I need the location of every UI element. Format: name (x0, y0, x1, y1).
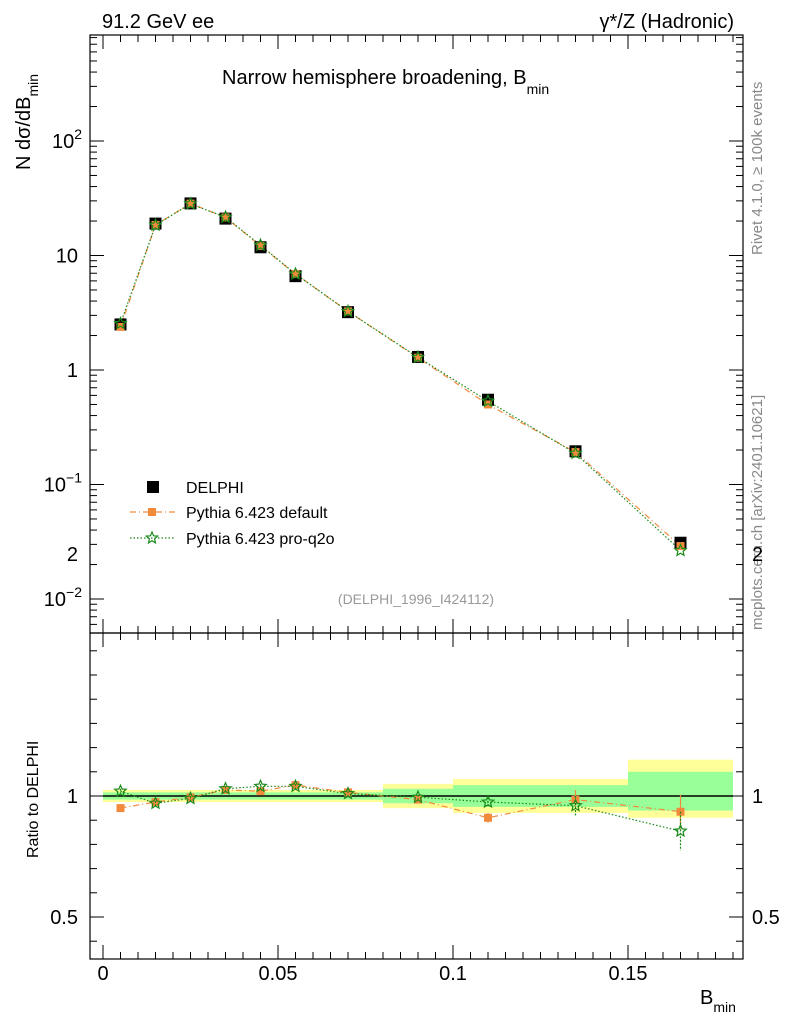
ratio-default-point (256, 787, 265, 796)
ratio-proq2o-point (253, 778, 268, 793)
x-axis-label: Bmin (700, 987, 736, 1015)
x-tick-label: 0.15 (609, 963, 648, 985)
main-y-tick-label: 10−2 (44, 584, 82, 611)
ratio-proq2o-point (340, 786, 356, 800)
ratio-proq2o-point (113, 783, 128, 798)
default-point (344, 307, 352, 316)
chart-title: Narrow hemisphere broadening, Bmin (222, 67, 549, 97)
main-series-layer (113, 196, 688, 557)
proq2o-point (410, 349, 426, 364)
legend-marker-delphi (147, 481, 159, 493)
proq2o-point (568, 445, 583, 460)
ratio-y-tick-label-left: 0.5 (50, 907, 78, 929)
ratio-y-tick-labels: 0.5 0.5 1 1 2 2 (50, 544, 780, 929)
legend-label-delphi: DELPHI (186, 480, 244, 497)
proq2o-point (288, 266, 303, 281)
x-tick-label: 0.1 (439, 963, 467, 985)
proq2o-point (113, 315, 128, 330)
x-tick-label: 0.05 (259, 963, 298, 985)
ratio-proq2o-point (568, 798, 583, 812)
main-panel: 10−2 10−1 1 10 102 Narrow hemisphere broaden… (13, 34, 744, 634)
ratio-y-ticks (90, 650, 743, 942)
ratio-y-tick-label-left: 2 (67, 544, 78, 566)
legend-label-proq2o: Pythia 6.423 pro-q2o (186, 531, 335, 548)
ratio-y-tick-label-right: 2 (752, 544, 763, 566)
x-tick-label: 0 (97, 963, 108, 985)
default-point (291, 269, 300, 278)
default-point (256, 242, 265, 251)
main-y-tick-labels: 10−2 10−1 1 10 102 (44, 126, 82, 611)
ratio-panel: 0.5 0.51 12 2 0 0.05 0.1 0.15 Ratio to DELPHI … (25, 544, 780, 1015)
main-y-tick-label: 1 (67, 360, 78, 382)
energy-label: 91.2 GeV ee (102, 11, 214, 33)
ratio-proq2o-point (148, 795, 163, 810)
main-y-ticks (90, 37, 743, 625)
proq2o-point (183, 196, 198, 210)
default-point (186, 199, 195, 208)
proq2o-point (218, 209, 233, 224)
main-x-ticks (102, 35, 734, 633)
ratio-proq2o-point (673, 823, 688, 838)
main-y-tick-label: 10 (56, 246, 78, 268)
main-y-axis-label: N dσ/dBmin (13, 74, 41, 170)
main-y-tick-label: 10−1 (44, 470, 82, 497)
ratio-uncertainty-bands (103, 759, 733, 818)
ratio-y-tick-label-right: 1 (752, 786, 763, 808)
ratio-y-axis-label: Ratio to DELPHI (25, 741, 42, 858)
default-point (414, 353, 422, 362)
legend: DELPHI Pythia 6.423 default Pythia 6.423… (130, 480, 335, 548)
ratio-y-tick-label-left: 1 (67, 786, 78, 808)
legend-label-default: Pythia 6.423 default (186, 505, 328, 522)
ratio-x-ticks (102, 633, 734, 959)
ratio-proq2o-point (480, 794, 496, 809)
default-point (151, 220, 160, 229)
process-label: γ*/Z (Hadronic) (600, 11, 734, 33)
legend-marker-default (148, 508, 156, 516)
ratio-default-point (484, 813, 492, 822)
proq2o-point (253, 237, 268, 252)
ratio-y-tick-label-right: 0.5 (752, 907, 780, 929)
legend-marker-proq2o (144, 530, 160, 545)
mcplots-label: mcplots.cern.ch [arXiv:2401.10621] (749, 395, 766, 630)
ratio-proq2o-point (183, 790, 198, 805)
main-y-tick-label: 102 (52, 126, 82, 153)
proq2o-point (480, 393, 496, 408)
rivet-version-label: Rivet 4.1.0, ≥ 100k events (749, 82, 766, 255)
proq2o-point (673, 542, 688, 557)
proq2o-point (340, 303, 356, 318)
default-point (221, 213, 230, 222)
analysis-watermark: (DELPHI_1996_I424112) (338, 591, 494, 607)
proq2o-point (148, 217, 163, 232)
ratio-x-tick-labels: 0 0.05 0.1 0.15 (97, 963, 647, 985)
ratio-proq2o-point (288, 778, 303, 793)
ratio-series-layer (113, 778, 688, 851)
ratio-proq2o-point (410, 789, 426, 804)
proq2o-series-line (119, 203, 681, 551)
default-point (571, 448, 580, 457)
ratio-default-point (116, 804, 125, 813)
ratio-proq2o-point (218, 781, 233, 795)
